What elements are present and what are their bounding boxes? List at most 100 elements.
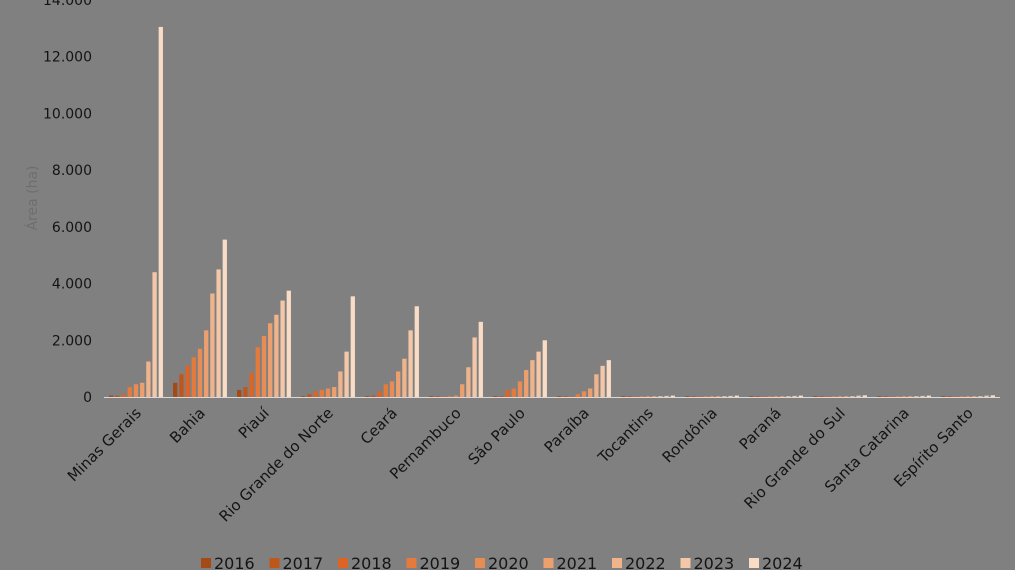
bar-2019 [511, 388, 516, 397]
bar-2017 [947, 396, 952, 397]
x-tick-label: Rondônia [659, 404, 721, 466]
x-tick-label: Minas Gerais [64, 404, 145, 485]
bar-2019 [767, 396, 772, 397]
bar-2016 [621, 396, 626, 397]
legend-item: 2018 [338, 554, 392, 570]
bar-2018 [825, 396, 830, 397]
bar-2020 [389, 381, 395, 397]
bar-2022 [850, 396, 855, 397]
x-tick-label: Bahia [166, 404, 209, 447]
bar-2017 [819, 396, 824, 397]
x-tick-label: Tocantins [594, 404, 657, 467]
bar-2019 [703, 396, 708, 397]
bar-2017 [755, 396, 760, 397]
bar-2017 [307, 394, 312, 397]
y-tick-label: 10.000 [43, 106, 92, 122]
bar-2023 [216, 269, 221, 397]
bar-2019 [639, 396, 644, 397]
bar-2016 [941, 396, 946, 397]
bar-2022 [594, 374, 599, 397]
legend: 2016 2017 2018 2019 2020 2021 2022 2023 2024 [201, 554, 803, 570]
bar-2016 [173, 382, 178, 397]
bar-2024 [222, 239, 227, 397]
bar-2023 [536, 351, 541, 397]
bar-2023 [600, 365, 605, 397]
legend-swatch [338, 558, 348, 568]
bar-2017 [563, 396, 568, 397]
bar-2022 [338, 371, 343, 397]
bar-2024 [350, 296, 355, 397]
y-tick-label: 0 [83, 390, 92, 406]
legend-label: 2020 [488, 554, 529, 570]
bar-2023 [728, 395, 733, 397]
legend-swatch [612, 558, 622, 568]
legend-swatch [406, 558, 417, 568]
bar-2021 [588, 388, 593, 397]
bar-2018 [377, 391, 382, 397]
x-tick-label: Piauí [235, 404, 274, 443]
bar-2021 [460, 384, 465, 397]
y-tick-label: 4.000 [52, 277, 92, 293]
bar-2022 [658, 396, 663, 397]
legend-label: 2016 [214, 554, 255, 570]
bar-2021 [652, 396, 657, 397]
legend-item: 2019 [406, 554, 461, 570]
bar-2017 [499, 396, 504, 397]
bar-2021 [332, 387, 337, 397]
legend-label: 2024 [762, 554, 803, 570]
bar-2024 [926, 395, 931, 397]
bar-2016 [301, 396, 306, 397]
bar-2018 [185, 365, 190, 397]
bar-2022 [466, 367, 471, 397]
bar-2020 [261, 336, 267, 397]
bar-2023 [408, 330, 413, 397]
legend-label: 2017 [283, 554, 324, 570]
legend-label: 2019 [420, 554, 461, 570]
bar-2020 [581, 391, 587, 397]
bar-2017 [179, 374, 184, 397]
legend-swatch [543, 558, 554, 568]
legend-label: 2021 [557, 554, 598, 570]
bar-2022 [786, 396, 791, 397]
y-tick-label: 14.000 [43, 0, 92, 9]
legend-item: 2020 [475, 554, 529, 570]
legend-swatch [475, 558, 485, 568]
bar-2021 [844, 396, 849, 397]
bar-2024 [542, 340, 547, 397]
bar-2020 [453, 395, 459, 397]
bar-2023 [664, 395, 669, 397]
bar-2024 [414, 306, 419, 397]
bar-2016 [365, 396, 370, 397]
bar-2021 [204, 330, 209, 397]
bar-2019 [255, 347, 260, 398]
bar-2021 [396, 371, 401, 397]
x-tick-label: Rio Grande do Norte [215, 404, 336, 525]
legend-label: 2023 [694, 554, 735, 570]
bar-2018 [569, 396, 574, 397]
y-axis: 0 2.000 4.000 6.000 8.000 10.000 12.000 14.000 [43, 0, 92, 406]
bar-2018 [249, 372, 254, 397]
bar-2018 [505, 389, 510, 397]
bar-2021 [268, 323, 273, 397]
y-tick-label: 8.000 [52, 163, 92, 179]
bar-2016 [877, 396, 882, 397]
bar-2018 [697, 396, 702, 397]
bar-2019 [191, 357, 196, 397]
bar-2019 [959, 396, 964, 397]
legend-swatch [680, 558, 691, 568]
bar-2016 [237, 389, 242, 397]
bar-2017 [435, 396, 440, 397]
x-tick-label: Ceará [357, 404, 401, 448]
bar-2016 [557, 396, 562, 397]
bar-2024 [862, 395, 867, 397]
bar-2019 [383, 384, 388, 397]
bar-2019 [127, 387, 132, 397]
bar-2019 [319, 389, 324, 397]
bar-2017 [371, 395, 376, 397]
bar-2021 [716, 396, 721, 397]
bar-2019 [831, 396, 836, 397]
legend-swatch [749, 558, 759, 568]
bar-2017 [627, 396, 632, 397]
